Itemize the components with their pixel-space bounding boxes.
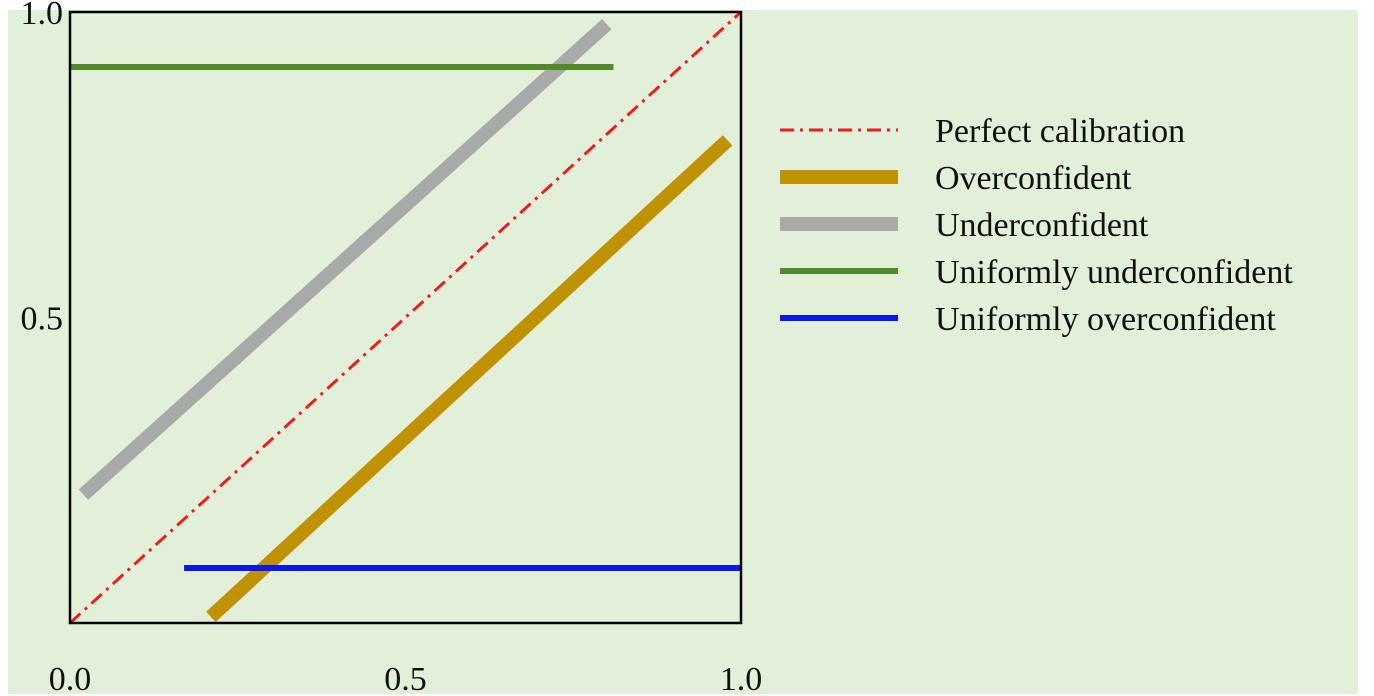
y-tick-label: 1.0 (21, 0, 64, 32)
series-line-0 (68, 10, 743, 625)
legend-label-3: Uniformly underconfident (935, 254, 1293, 291)
axis-layer: 0.0 0.5 1.0 0.5 1.0 (21, 0, 763, 696)
series-layer (68, 10, 743, 625)
x-tick-label: 0.0 (49, 661, 92, 696)
y-tick-label: 0.5 (21, 301, 64, 338)
series-line-1 (206, 135, 733, 623)
legend-label-0: Perfect calibration (935, 113, 1185, 150)
legend-label-2: Underconfident (935, 207, 1149, 244)
series-line-2 (78, 19, 612, 500)
legend-label-1: Overconfident (935, 160, 1132, 197)
legend: Perfect calibration Overconfident Undercon… (780, 113, 1293, 338)
x-tick-label: 1.0 (720, 661, 763, 696)
x-tick-label: 0.5 (384, 661, 427, 696)
legend-label-4: Uniformly overconfident (935, 301, 1276, 338)
plot-frame (68, 10, 743, 625)
